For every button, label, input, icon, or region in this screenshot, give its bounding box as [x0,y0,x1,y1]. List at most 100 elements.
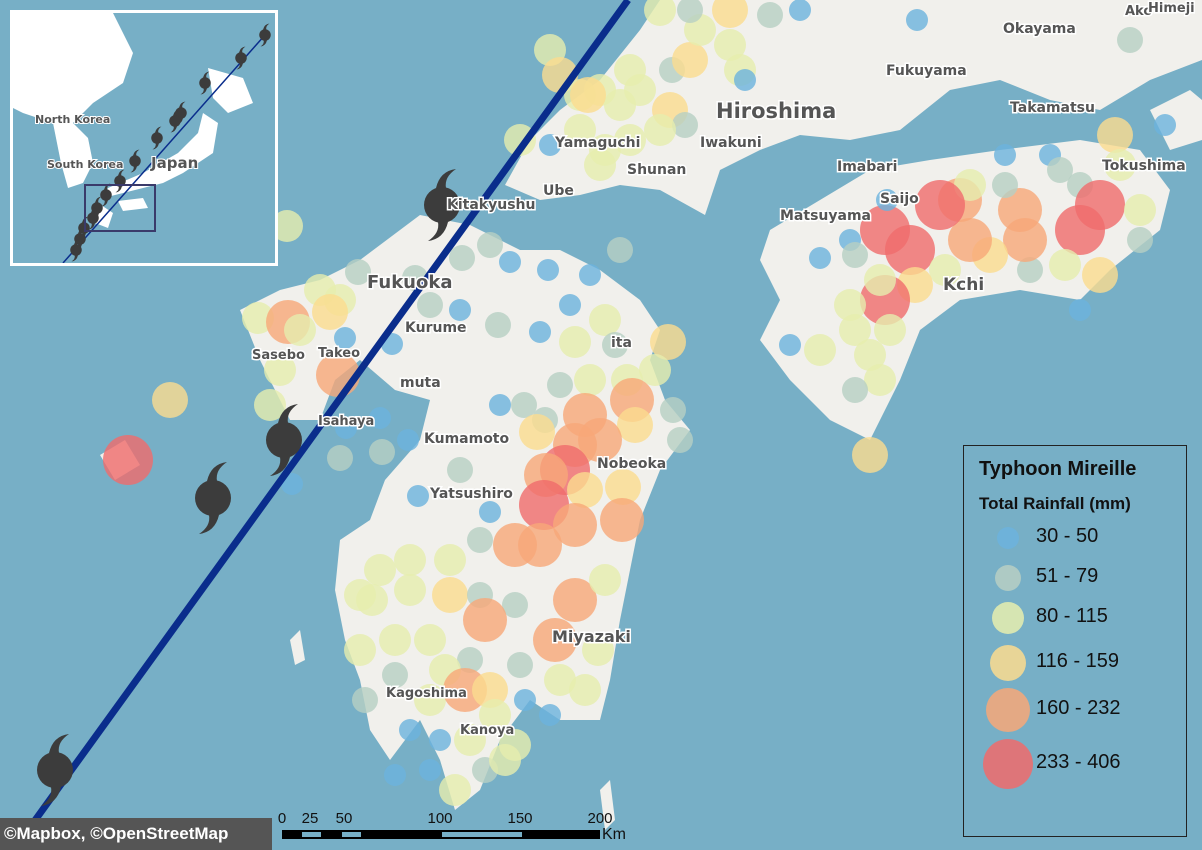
rainfall-station [312,294,348,330]
typhoon-icon [37,734,73,806]
legend-label: 160 - 232 [1036,697,1121,719]
place-label: ita [611,335,632,351]
inset-typhoon-icon [169,109,181,133]
place-label: Fukuoka [367,272,452,293]
rainfall-station [514,689,536,711]
rainfall-station [614,124,646,156]
rainfall-station [567,472,603,508]
rainfall-station [804,334,836,366]
legend-label: 116 - 159 [1036,650,1120,672]
rainfall-station [779,334,801,356]
rainfall-station [553,503,597,547]
place-label: Iwakuni [700,135,762,151]
scale-tick-label: 50 [335,810,353,827]
scale-tick-label: 200 [587,810,613,827]
rainfall-station [1017,257,1043,283]
rainfall-station [419,759,441,781]
inset-shikoku [118,198,148,211]
rainfall-station [533,618,577,662]
place-label: Ube [543,183,574,199]
rainfall-station [369,439,395,465]
rainfall-station [854,339,886,371]
legend-subtitle: Total Rainfall (mm) [979,494,1131,513]
rainfall-station [449,299,471,321]
attribution[interactable]: ©Mapbox, ©OpenStreetMap [0,818,272,850]
rainfall-station [152,382,188,418]
rainfall-station [672,42,708,78]
inset-label-japan: Japan [150,154,198,172]
legend: Typhoon Mireille Total Rainfall (mm) 30 … [963,445,1187,837]
rainfall-station [434,544,466,576]
rainfall-station [834,289,866,321]
place-label: Hiroshima [716,99,836,123]
rainfall-station [712,0,748,28]
rainfall-station [344,579,376,611]
legend-item: 80 - 115 [964,593,1186,643]
rainfall-station [644,0,676,26]
typhoon-track [25,0,631,833]
scale-tick-label: 100 [427,810,453,827]
legend-item: 160 - 232 [964,685,1186,735]
legend-title: Typhoon Mireille [979,458,1137,480]
rainfall-station [1154,114,1176,136]
inset-hokkaido [208,68,253,113]
place-label: Miyazaki [552,627,631,646]
rainfall-station [929,254,961,286]
rainfall-station [677,0,703,23]
rainfall-station [281,473,303,495]
rainfall-station [660,397,686,423]
rainfall-station [1117,27,1143,53]
rainfall-station [537,259,559,281]
rainfall-station [382,662,408,688]
typhoon-icon [424,169,460,241]
rainfall-station [564,114,596,146]
rainfall-station [394,544,426,576]
rainfall-stations [103,0,1176,806]
inset-svg: North Korea South Korea Japan [13,13,271,263]
rainfall-station [559,294,581,316]
rainfall-station [839,314,871,346]
typhoon-positions [37,169,460,806]
place-label: Saijo [880,191,919,207]
inset-typhoon-icon [129,149,141,173]
rainfall-station [463,598,507,642]
rainfall-station [394,574,426,606]
legend-swatch-icon [992,602,1024,634]
scale-tick-label: 150 [507,810,533,827]
rainfall-station [472,672,508,708]
rainfall-station [334,327,356,349]
rainfall-station [242,302,274,334]
rainfall-station [714,29,746,61]
place-label: Yatsushiro [429,486,513,502]
rainfall-station [954,169,986,201]
legend-swatch-icon [983,739,1033,789]
rainfall-station [529,321,551,343]
rainfall-station [589,564,621,596]
place-label: Isahaya [318,414,374,429]
inset-landmass-asia [13,13,133,123]
place-label: Fukuyama [886,63,967,79]
place-label: Kanoya [460,723,514,738]
rainfall-station [454,724,486,756]
rainfall-station [397,429,419,451]
rainfall-station [539,134,561,156]
rainfall-station [1082,257,1118,293]
rainfall-station [559,326,591,358]
inset-label-north-korea: North Korea [35,113,110,126]
place-label: Himeji [1148,1,1195,16]
rainfall-station [584,149,616,181]
inset-map: North Korea South Korea Japan [10,10,278,266]
rainfall-station [614,54,646,86]
rainfall-station [842,377,868,403]
rainfall-station [1104,149,1136,181]
rainfall-station [1097,117,1133,153]
rainfall-station [539,704,561,726]
rainfall-station [809,247,831,269]
legend-swatch-icon [990,645,1026,681]
rainfall-station [1127,227,1153,253]
legend-swatch-icon [986,688,1030,732]
rainfall-station [667,427,693,453]
legend-label: 51 - 79 [1036,565,1099,587]
rainfall-station [384,764,406,786]
